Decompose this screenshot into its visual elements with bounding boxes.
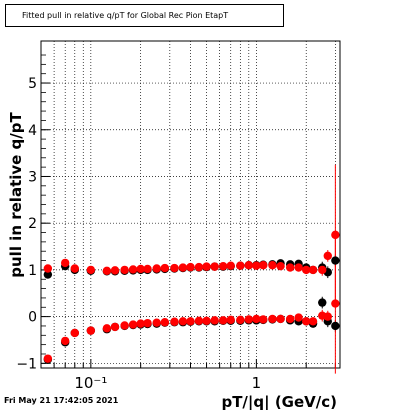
data-point: [110, 322, 120, 332]
data-point: [285, 314, 295, 324]
data-point: [128, 265, 138, 274]
data-markers: [43, 230, 340, 364]
data-point: [120, 265, 129, 275]
data-point: [331, 321, 340, 331]
x-tick-label: 10⁻¹: [74, 374, 107, 392]
data-point: [102, 324, 112, 333]
data-point: [160, 263, 170, 273]
data-point: [186, 262, 195, 272]
y-tick-label: 2: [28, 216, 37, 232]
data-point: [308, 265, 318, 275]
data-point: [120, 321, 129, 330]
data-point: [331, 230, 340, 240]
y-tick-label: −1: [16, 356, 37, 372]
data-point: [285, 263, 295, 272]
data-point: [294, 313, 303, 322]
x-tick-label: 1: [252, 374, 262, 392]
data-point: [152, 264, 161, 273]
data-point: [152, 318, 161, 327]
data-point: [244, 261, 254, 270]
data-point: [244, 315, 254, 324]
data-point: [276, 314, 285, 324]
data-point: [323, 312, 332, 321]
data-point: [268, 261, 277, 270]
tick-labels: −1 0 1 2 3 4 5 10⁻¹ 1: [16, 76, 261, 392]
data-point: [102, 266, 112, 276]
data-point: [236, 315, 245, 325]
data-point: [186, 317, 195, 326]
data-point: [86, 265, 96, 275]
data-point: [226, 315, 235, 325]
axis-ticks: [40, 54, 336, 368]
data-point: [218, 261, 228, 271]
data-point: [252, 314, 261, 324]
y-tick-label: 3: [28, 169, 37, 185]
data-point: [318, 298, 327, 307]
title-box: Fitted pull in relative q/pT for Global …: [5, 4, 284, 27]
y-tick-label: 4: [28, 123, 37, 139]
data-point: [252, 261, 261, 270]
grid: [40, 41, 340, 368]
y-tick-label: 5: [28, 76, 37, 92]
data-point: [43, 354, 53, 363]
data-point: [276, 261, 285, 271]
data-point: [323, 251, 332, 261]
x-axis-label: pT/|q| (GeV/c): [221, 393, 337, 410]
data-point: [136, 264, 145, 274]
data-point: [218, 316, 228, 325]
y-axis-label: pull in relative q/pT: [7, 111, 25, 277]
data-point: [60, 336, 70, 346]
data-point: [236, 261, 245, 270]
data-point: [70, 264, 79, 273]
data-point: [178, 317, 188, 326]
data-point: [294, 263, 303, 272]
timestamp: Fri May 21 17:42:05 2021: [4, 396, 119, 405]
data-point: [128, 320, 138, 329]
data-point: [160, 318, 170, 327]
data-point: [268, 314, 277, 324]
y-tick-label: 0: [28, 310, 37, 326]
data-point: [259, 261, 268, 270]
data-point: [331, 256, 340, 265]
data-point: [202, 262, 211, 271]
data-point: [170, 317, 179, 326]
data-point: [226, 261, 235, 270]
data-point: [259, 315, 268, 324]
data-point: [202, 316, 211, 326]
data-point: [302, 265, 311, 275]
chart-title: Fitted pull in relative q/pT for Global …: [22, 11, 229, 20]
data-point: [302, 317, 311, 326]
data-point: [170, 263, 179, 273]
data-point: [210, 316, 219, 325]
data-point: [43, 264, 53, 273]
data-point: [178, 263, 188, 272]
y-tick-label: 1: [28, 263, 37, 279]
data-point: [194, 262, 204, 272]
data-point: [194, 316, 204, 326]
data-point: [143, 318, 152, 328]
data-point: [60, 258, 70, 268]
data-point: [318, 265, 327, 275]
data-point: [43, 270, 53, 279]
data-point: [136, 319, 145, 328]
data-point: [110, 266, 120, 275]
data-point: [143, 264, 152, 274]
data-point: [70, 328, 79, 338]
data-point: [210, 262, 219, 271]
data-point: [86, 326, 96, 335]
data-point: [331, 299, 340, 308]
data-point: [308, 317, 318, 326]
